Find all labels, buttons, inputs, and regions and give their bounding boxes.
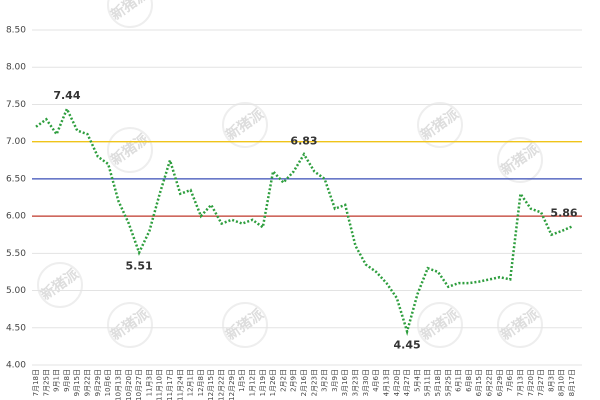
x-tick-label: 6月15日 — [475, 369, 483, 396]
watermark-ring — [417, 302, 463, 348]
x-tick-label: 6月22日 — [486, 369, 494, 396]
watermark-ring — [37, 262, 83, 308]
x-tick-label: 10月27日 — [135, 369, 143, 400]
x-tick-label: 7月27日 — [537, 369, 545, 396]
x-tick-label: 4月27日 — [403, 369, 411, 396]
x-tick-label: 2月9日 — [290, 369, 298, 392]
x-tick-label: 11月17日 — [166, 369, 174, 400]
x-tick-label: 4月13日 — [382, 369, 390, 396]
x-tick-label: 11月24日 — [176, 369, 184, 400]
data-label: 4.45 — [394, 339, 421, 352]
y-tick-label: 6.50 — [6, 174, 26, 184]
x-tick-label: 7月18日 — [32, 369, 40, 396]
y-tick-label: 4.50 — [6, 323, 26, 333]
watermark-ring — [497, 302, 543, 348]
y-tick-label: 6.00 — [6, 212, 26, 222]
x-tick-label: 6月8日 — [465, 369, 473, 392]
x-tick-label: 6月1日 — [455, 369, 463, 392]
y-tick-label: 7.00 — [6, 137, 26, 147]
x-tick-label: 9月15日 — [73, 369, 81, 396]
x-tick-label: 5月11日 — [424, 369, 432, 396]
x-tick-label: 1月19日 — [259, 369, 267, 396]
y-tick-label: 7.50 — [6, 100, 26, 110]
x-tick-label: 5月25日 — [444, 369, 452, 396]
x-tick-label: 4月20日 — [393, 369, 401, 396]
x-tick-label: 9月1日 — [53, 369, 61, 392]
watermark-ring — [222, 102, 268, 148]
x-tick-label: 3月16日 — [341, 369, 349, 396]
x-tick-label: 7月20日 — [527, 369, 535, 396]
x-tick-label: 2月16日 — [300, 369, 308, 396]
x-tick-label: 6月29日 — [496, 369, 504, 396]
y-tick-label: 8.00 — [6, 63, 26, 73]
data-label: 6.83 — [290, 134, 317, 147]
x-tick-label: 11月10日 — [156, 369, 164, 400]
x-tick-label: 12月22日 — [218, 369, 226, 400]
x-tick-label: 8月3日 — [547, 369, 555, 392]
x-tick-label: 12月15日 — [207, 369, 215, 400]
data-label: 5.86 — [550, 207, 577, 220]
x-tick-label: 10月20日 — [125, 369, 133, 400]
x-tick-label: 2月23日 — [310, 369, 318, 396]
x-tick-label: 11月3日 — [145, 369, 153, 396]
watermark-ring — [222, 302, 268, 348]
x-tick-label: 1月26日 — [269, 369, 277, 396]
x-tick-label: 2月2日 — [279, 369, 287, 392]
x-tick-label: 9月22日 — [84, 369, 92, 396]
x-tick-label: 3月23日 — [352, 369, 360, 396]
x-tick-label: 1月12日 — [248, 369, 256, 396]
x-tick-label: 7月13日 — [516, 369, 524, 396]
data-label: 5.51 — [126, 260, 153, 273]
x-tick-label: 12月8日 — [197, 369, 205, 396]
y-tick-label: 5.50 — [6, 249, 26, 259]
x-tick-label: 3月9日 — [331, 369, 339, 392]
watermark-ring — [497, 137, 543, 183]
x-tick-label: 8月17日 — [568, 369, 576, 396]
x-tick-label: 4月6日 — [372, 369, 380, 392]
x-tick-label: 12月1日 — [187, 369, 195, 396]
x-tick-label: 10月13日 — [114, 369, 122, 400]
x-tick-label: 3月30日 — [362, 369, 370, 396]
x-tick-label: 8月10日 — [558, 369, 566, 396]
x-tick-label: 9月8日 — [63, 369, 71, 392]
x-tick-label: 3月2日 — [321, 369, 329, 392]
x-tick-label: 7月25日 — [42, 369, 50, 396]
watermark-ring — [107, 0, 153, 28]
data-line — [35, 105, 573, 336]
x-tick-label: 9月29日 — [94, 369, 102, 396]
watermark-ring — [417, 102, 463, 148]
x-tick-label: 12月29日 — [228, 369, 236, 400]
x-tick-label: 5月18日 — [434, 369, 442, 396]
x-tick-label: 5月4日 — [413, 369, 421, 392]
y-tick-label: 5.00 — [6, 286, 26, 296]
x-tick-label: 1月5日 — [238, 369, 246, 392]
x-tick-label: 10月6日 — [104, 369, 112, 396]
y-tick-label: 4.00 — [6, 361, 26, 371]
x-tick-label: 7月6日 — [506, 369, 514, 392]
watermark-ring — [107, 302, 153, 348]
watermark-ring — [107, 127, 153, 173]
y-tick-label: 8.50 — [6, 26, 26, 36]
data-label: 7.44 — [53, 89, 80, 102]
